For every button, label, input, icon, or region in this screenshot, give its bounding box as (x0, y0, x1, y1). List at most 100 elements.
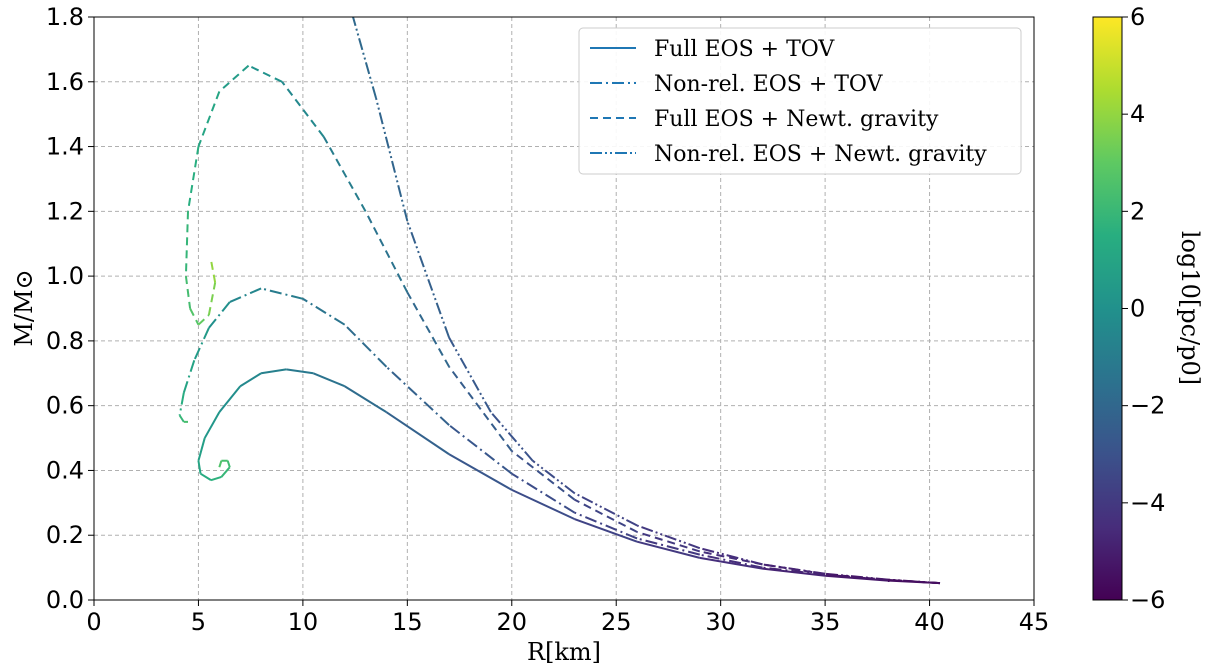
y-tick-label: 0.6 (46, 392, 84, 420)
x-tick-label: 35 (810, 608, 841, 636)
colorbar-tick-label: 4 (1130, 100, 1145, 128)
y-tick-label: 0.2 (46, 521, 84, 549)
series-segment (762, 563, 826, 575)
series-segment (203, 411, 221, 439)
series-layer (178, 17, 941, 585)
series-segment (532, 459, 576, 494)
x-tick-label: 45 (1019, 608, 1050, 636)
colorbar-label: log10[pc/p0] (1176, 231, 1204, 385)
colorbar-tick-label: 0 (1130, 295, 1145, 323)
series-segment (364, 210, 409, 293)
series-segment (260, 287, 304, 300)
legend-label: Non-rel. EOS + Newt. gravity (654, 142, 987, 167)
series-segment (189, 308, 200, 326)
x-tick-label: 30 (705, 608, 736, 636)
series-segment (184, 275, 192, 309)
series-segment (260, 368, 287, 375)
series-segment (312, 372, 346, 388)
series-segment (218, 385, 242, 413)
x-tick-label: 5 (191, 608, 206, 636)
series-segment (229, 287, 262, 303)
colorbar-tick-label: 2 (1130, 197, 1145, 225)
series-segment (209, 259, 217, 283)
legend-label: Non-rel. EOS + TOV (654, 72, 884, 97)
series-segment (344, 385, 387, 413)
series-segment (302, 297, 346, 326)
series-segment (385, 366, 450, 426)
series-segment (197, 460, 202, 474)
colorbar-tick-label: 6 (1130, 3, 1145, 31)
series-segment (887, 578, 941, 585)
x-tick-label: 0 (86, 608, 101, 636)
series-segment (248, 64, 283, 83)
series-segment (573, 498, 638, 533)
series-segment (406, 220, 451, 338)
series-segment (375, 97, 409, 222)
x-tick-label: 15 (392, 608, 423, 636)
x-tick-label: 40 (914, 608, 945, 636)
x-axis-ticks: 0 5 10 15 20 25 30 35 40 45 (86, 600, 1049, 636)
series-segment (210, 475, 222, 482)
series-segment (220, 466, 231, 478)
series-line (197, 368, 941, 585)
series-segment (636, 540, 701, 559)
series-segment (197, 314, 210, 326)
series-segment (574, 518, 638, 543)
series-segment (184, 211, 189, 277)
legend-box (578, 27, 1022, 175)
series-segment (208, 301, 231, 329)
series-segment (226, 460, 231, 468)
series-segment (448, 424, 513, 475)
colorbar: −6 −4 −2 0 2 4 6 (1092, 3, 1165, 614)
series-segment (193, 327, 210, 361)
series-segment (574, 511, 638, 540)
x-tick-label: 20 (497, 608, 528, 636)
series-segment (218, 64, 250, 93)
series-segment (182, 360, 196, 394)
series-segment (636, 531, 701, 553)
series-segment (511, 450, 576, 501)
series-segment (448, 337, 492, 413)
series-segment (699, 547, 763, 566)
series-segment (490, 411, 534, 462)
series-segment (197, 437, 206, 461)
series-segment (281, 81, 325, 138)
colorbar-gradient (1092, 16, 1123, 601)
series-segment (322, 136, 367, 212)
series-segment (385, 411, 450, 456)
y-axis-ticks: 0.0 0.2 0.4 0.6 0.8 1.0 1.2 1.4 1.6 1.8 (46, 3, 94, 614)
y-tick-label: 0.4 (46, 456, 84, 484)
series-segment (239, 372, 262, 388)
series-segment (448, 453, 513, 491)
x-tick-label: 10 (288, 608, 319, 636)
series-segment (636, 537, 701, 556)
plot-frame (93, 16, 1035, 601)
legend: Full EOS + TOV Non-rel. EOS + TOV Full EOS… (578, 27, 1022, 175)
series-segment (178, 414, 185, 423)
series-segment (343, 323, 388, 368)
legend-label: Full EOS + TOV (654, 37, 835, 62)
y-tick-label: 1.2 (46, 197, 84, 225)
y-axis-label: M/M⊙ (10, 269, 38, 346)
series-segment (286, 368, 314, 375)
y-tick-label: 0.8 (46, 327, 84, 355)
series-segment (699, 553, 763, 569)
legend-label: Full EOS + Newt. gravity (654, 107, 939, 132)
series-segment (178, 392, 185, 416)
series-segment (406, 291, 450, 368)
series-segment (352, 17, 377, 99)
x-axis-label: R[km] (527, 638, 601, 666)
series-segment (762, 566, 826, 576)
series-segment (200, 472, 212, 482)
colorbar-tick-label: −6 (1130, 586, 1165, 614)
series-segment (511, 472, 575, 514)
series-segment (448, 366, 513, 452)
y-tick-label: 1.8 (46, 3, 84, 31)
series-segment (699, 556, 763, 570)
series-segment (825, 572, 888, 581)
y-tick-label: 1.4 (46, 133, 84, 161)
series-segment (197, 91, 221, 147)
series-segment (511, 488, 575, 520)
y-tick-label: 1.0 (46, 262, 84, 290)
